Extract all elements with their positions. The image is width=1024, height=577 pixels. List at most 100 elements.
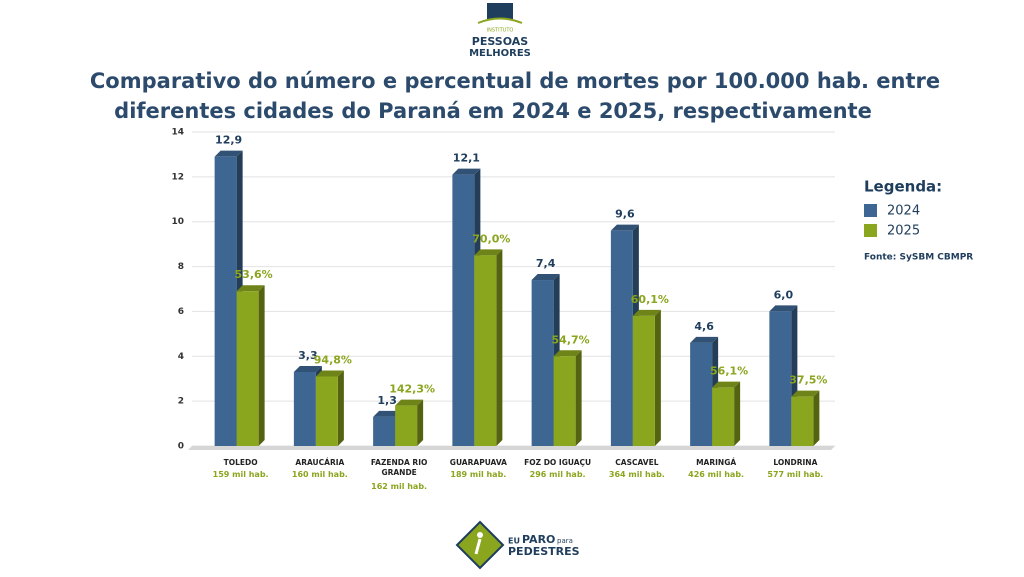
floor	[188, 446, 835, 450]
bar-top	[373, 410, 402, 417]
bar-top	[690, 336, 719, 343]
logo-top: INSTITUTO PESSOAS MELHORES	[469, 3, 531, 59]
x-tick-label: CASCAVEL	[615, 458, 659, 467]
bar	[315, 376, 338, 446]
x-tick-label: ARAUCÁRIA	[295, 458, 345, 467]
bar-top	[769, 305, 798, 312]
y-tick-label: 0	[178, 442, 184, 452]
x-tick-label: TOLEDO	[223, 458, 258, 467]
population-label: 426 mil hab.	[688, 470, 745, 479]
value-label: 3,3	[298, 349, 318, 362]
logo-icon	[455, 520, 505, 570]
bar-top	[293, 365, 322, 372]
population-label: 160 mil hab.	[291, 470, 348, 479]
logo-text: MELHORES	[469, 48, 531, 59]
bar-top	[791, 390, 820, 397]
logo-text: PEDESTRES	[508, 545, 580, 558]
bar-top	[315, 370, 344, 377]
logo-arc	[477, 17, 523, 24]
legend-label: 2024	[887, 204, 920, 219]
bar-side	[734, 381, 741, 446]
bar	[474, 255, 497, 446]
value-label: 54,7%	[552, 333, 590, 346]
legend-title: Legenda:	[864, 178, 942, 196]
y-tick-label: 14	[171, 128, 184, 138]
bar	[610, 230, 633, 446]
bar	[452, 174, 475, 446]
chart-title: Comparativo do número e percentual de mo…	[90, 69, 940, 93]
chart-title: diferentes cidades do Paraná em 2024 e 2…	[114, 99, 872, 123]
x-tick-label: LONDRINA	[773, 458, 818, 467]
bar-side	[496, 249, 503, 446]
value-label: 94,8%	[314, 353, 352, 366]
population-label: 159 mil hab.	[212, 470, 269, 479]
logo-text: para	[557, 537, 573, 545]
value-label: 53,6%	[235, 268, 273, 281]
bar-top	[395, 399, 424, 406]
value-label: 60,1%	[631, 293, 669, 306]
value-label: 37,5%	[789, 374, 827, 387]
bar-top	[632, 309, 661, 316]
population-label: 189 mil hab.	[450, 470, 507, 479]
logo-text: PESSOAS	[472, 35, 528, 48]
logo-icon	[477, 532, 483, 538]
value-label: 9,6	[615, 208, 635, 221]
bar-side	[337, 370, 344, 446]
value-label: 6,0	[774, 288, 794, 301]
bar-side	[575, 350, 582, 446]
bar-side	[813, 390, 820, 446]
x-tick-label: MARINGÁ	[696, 458, 737, 467]
value-label: 1,3	[377, 394, 397, 407]
bar-top	[712, 381, 741, 388]
logo-text: PARO	[522, 533, 555, 546]
bar-top	[236, 285, 265, 292]
y-tick-label: 2	[178, 397, 184, 407]
bar	[553, 356, 576, 446]
legend-swatch	[864, 204, 877, 217]
bar-top	[214, 150, 243, 157]
x-tick-label: GUARAPUAVA	[449, 458, 507, 467]
population-label: 577 mil hab.	[767, 470, 824, 479]
population-label: 364 mil hab.	[608, 470, 665, 479]
bar	[395, 405, 418, 446]
value-label: 12,9	[215, 134, 242, 147]
bar-top	[610, 224, 639, 231]
bar-top	[452, 168, 481, 175]
value-label: 12,1	[453, 152, 480, 165]
bar	[236, 291, 259, 446]
bar	[791, 396, 814, 446]
value-label: 70,0%	[472, 232, 510, 245]
y-tick-label: 12	[171, 172, 184, 182]
value-label: 56,1%	[710, 365, 748, 378]
source: Fonte: SySBM CBMPR	[864, 253, 973, 263]
x-tick-label: FAZENDA RIO GRANDE	[370, 458, 428, 477]
logo-text: INSTITUTO	[487, 28, 514, 34]
bar	[690, 342, 713, 446]
logo-icon	[474, 538, 482, 555]
population-label: 162 mil hab.	[371, 482, 428, 491]
bar	[632, 315, 655, 446]
logo-text: EU	[508, 537, 520, 546]
population-label: 296 mil hab.	[529, 470, 586, 479]
y-tick-label: 8	[178, 262, 184, 272]
logo-bottom: EU PARO para PEDESTRES	[455, 520, 580, 570]
bar	[531, 280, 554, 446]
bar	[712, 387, 735, 446]
y-tick-label: 6	[178, 307, 184, 317]
bar-top	[474, 249, 503, 256]
bar	[293, 371, 316, 446]
value-label: 4,6	[694, 320, 714, 333]
x-tick-label: FOZ DO IGUAÇU	[524, 458, 592, 467]
y-tick-label: 10	[171, 217, 184, 227]
bar	[769, 311, 792, 446]
bar-top	[531, 274, 560, 281]
legend-swatch	[864, 224, 877, 237]
bar	[214, 156, 237, 446]
bar-top	[553, 350, 582, 357]
bar-side	[258, 285, 265, 446]
value-label: 7,4	[536, 257, 556, 270]
bar-side	[417, 399, 424, 446]
legend-label: 2025	[887, 224, 920, 239]
